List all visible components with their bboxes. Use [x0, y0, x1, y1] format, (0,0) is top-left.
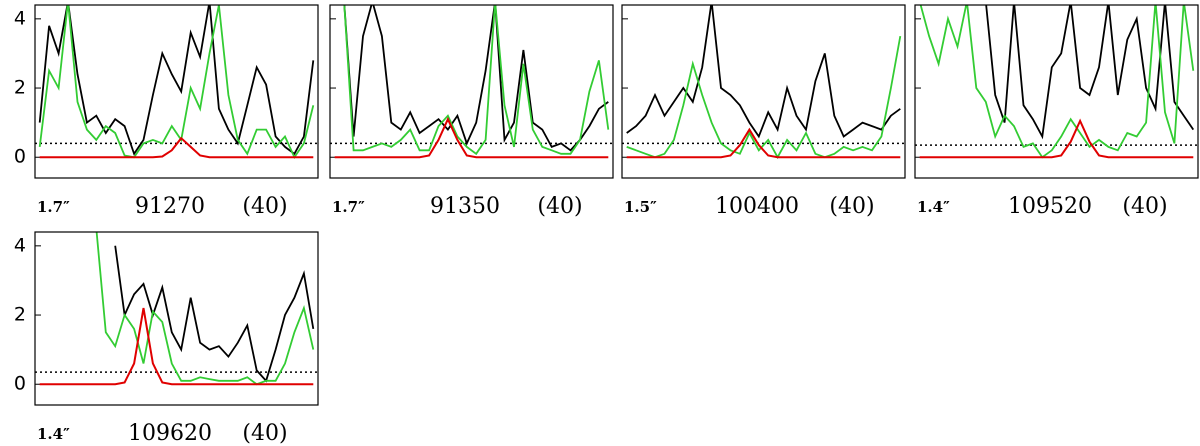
y-tick-label: 2	[14, 304, 26, 326]
spectrum-line	[38, 5, 315, 160]
panel: 0 2 4 1.7″ 91270 (40)	[14, 4, 319, 219]
note-label: (40)	[829, 194, 874, 219]
line-label: 109620	[128, 421, 212, 446]
panel: 0 2 4 1.4″ 109620 (40)	[14, 231, 319, 446]
spectrum-line	[95, 232, 315, 386]
spectrum-line	[39, 307, 314, 386]
y-tick-label: 4	[14, 7, 26, 29]
beam-label: 1.7″	[332, 198, 365, 216]
plot-frame	[914, 4, 1199, 179]
panel: 1.4″ 109520 (40)	[914, 4, 1199, 219]
plot-frame	[34, 4, 319, 179]
line-label: 91350	[430, 194, 500, 219]
spectrum-line	[114, 245, 315, 383]
spectrum-line	[334, 116, 609, 159]
spectrum-line	[919, 118, 1194, 159]
plot-frame	[329, 4, 614, 179]
y-tick-label: 0	[14, 373, 26, 395]
note-label: (40)	[1122, 194, 1167, 219]
plot-frame	[34, 231, 319, 406]
spectrum-line	[343, 5, 609, 152]
note-label: (40)	[242, 194, 287, 219]
spectrum-line	[38, 5, 315, 156]
y-tick-label: 4	[14, 234, 26, 256]
panel: 1.5″ 100400 (40)	[621, 4, 906, 219]
spectrum-line	[39, 136, 314, 159]
beam-label: 1.7″	[37, 198, 70, 216]
panel: 1.7″ 91350 (40)	[329, 4, 614, 219]
spectrum-line	[919, 5, 1195, 159]
note-label: (40)	[537, 194, 582, 219]
line-label: 91270	[135, 194, 205, 219]
y-tick-label: 2	[14, 77, 26, 99]
line-label: 100400	[715, 194, 799, 219]
beam-label: 1.5″	[624, 198, 657, 216]
beam-label: 1.4″	[37, 425, 70, 443]
y-tick-label: 0	[14, 146, 26, 168]
spectrum-line	[985, 5, 1195, 140]
note-label: (40)	[242, 421, 287, 446]
beam-label: 1.4″	[917, 198, 950, 216]
spectrum-line	[626, 5, 901, 139]
spectrum-line	[343, 5, 610, 156]
line-label: 109520	[1008, 194, 1092, 219]
spectrum-line	[626, 127, 901, 159]
spectrum-line	[626, 35, 902, 160]
plot-frame	[621, 4, 906, 179]
